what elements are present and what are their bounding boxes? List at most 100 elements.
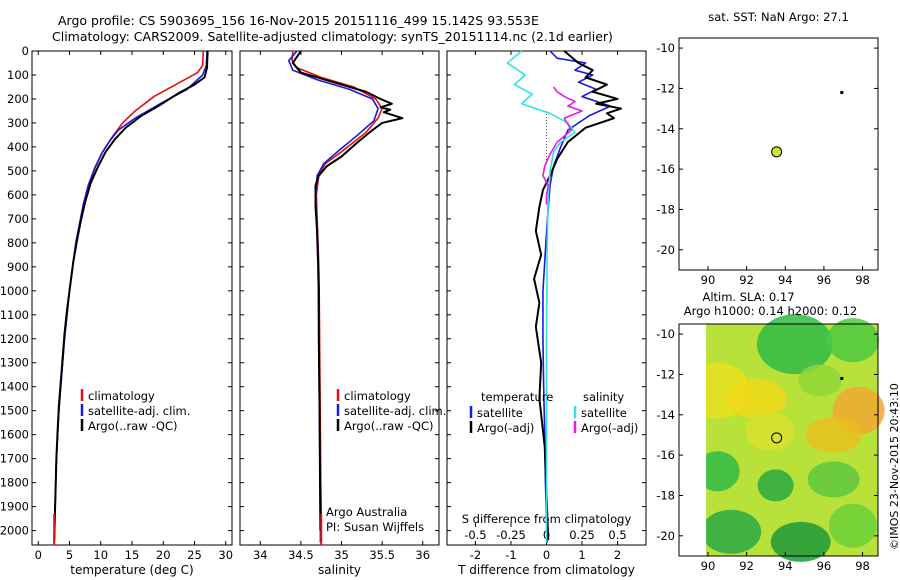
s-tick-label: -0.25 <box>496 528 526 542</box>
series-line <box>542 86 583 205</box>
salinity-panel-frame <box>239 50 440 546</box>
sst-map-title: sat. SST: NaN Argo: 27.1 <box>708 10 849 24</box>
y-tick-label: -14 <box>656 122 675 136</box>
x-tick-label: 35.5 <box>369 548 395 562</box>
y-tick-label: -20 <box>656 529 675 543</box>
pi-annotation: PI: Susan Wijffels <box>326 520 424 534</box>
depth-tick-label: 500 <box>7 164 29 178</box>
depth-tick-label: 900 <box>7 260 29 274</box>
depth-tick-label: 300 <box>7 116 29 130</box>
x-tick-label: 15 <box>125 548 140 562</box>
sla-patch <box>828 503 877 548</box>
sla-patch <box>757 469 794 502</box>
depth-tick-label: 2000 <box>0 524 29 538</box>
x-axis-label: salinity <box>318 563 361 577</box>
depth-tick-label: 1900 <box>0 500 29 514</box>
legend-label: satellite-adj. clim. <box>344 404 446 418</box>
y-tick-label: -14 <box>656 408 675 422</box>
sla-patch <box>805 416 862 453</box>
y-tick-label: -10 <box>656 41 675 55</box>
sla-patch <box>726 378 787 419</box>
x-tick-label: 25 <box>187 548 202 562</box>
sla-map-title-2: Argo h1000: 0.14 h2000: 0.12 <box>684 304 857 318</box>
legend-label: climatology <box>88 389 155 403</box>
y-tick-label: -16 <box>656 162 675 176</box>
x-tick-label: 94 <box>778 273 793 287</box>
temperature-panel-frame <box>31 50 233 546</box>
x-tick-label: 36 <box>415 548 430 562</box>
series-line <box>506 50 576 543</box>
x-tick-label: 1 <box>578 548 585 562</box>
x-tick-label: -1 <box>505 548 516 562</box>
y-tick-label: -16 <box>656 448 675 462</box>
depth-tick-label: 1200 <box>0 332 29 346</box>
series-line <box>53 50 209 541</box>
sla-patch <box>798 364 843 397</box>
series-line <box>533 50 623 541</box>
legend-label: Argo(..raw -QC) <box>344 419 434 433</box>
depth-tick-label: 1600 <box>0 428 29 442</box>
x-tick-label: 98 <box>855 559 870 573</box>
sla-map: 90 92 94 96 98 -10 -12 -14 -16 -18 -20 Altim. SLA: … <box>656 290 885 573</box>
x-tick-label: 94 <box>778 559 793 573</box>
depth-tick-label: 1700 <box>0 452 29 466</box>
legend-label: satellite <box>581 406 627 420</box>
sla-patch <box>770 521 831 562</box>
previous-position-marker <box>840 376 844 380</box>
y-tick-label: -12 <box>656 367 675 381</box>
x-axis-label: T difference from climatology <box>457 563 635 577</box>
sla-patch <box>756 314 833 375</box>
x-tick-label: 90 <box>701 559 716 573</box>
x-tick-label: 10 <box>93 548 108 562</box>
x-tick-label: 0 <box>543 548 550 562</box>
credit-annotation: Argo Australia <box>326 505 407 519</box>
x-tick-label: 34 <box>253 548 268 562</box>
depth-tick-label: 200 <box>7 92 29 106</box>
s-tick-label: -0.5 <box>464 528 486 542</box>
legend-label: climatology <box>344 389 411 403</box>
sla-patch <box>695 451 740 492</box>
sst-map: 90 92 94 96 98 -10 -12 -14 -16 -18 -20 sat. SST: Na… <box>656 10 879 287</box>
legend-title-salinity: salinity <box>583 390 624 404</box>
depth-tick-label: 1000 <box>0 284 29 298</box>
sla-map-title-1: Altim. SLA: 0.17 <box>702 290 794 304</box>
header-line-1: Argo profile: CS 5903695_156 16-Nov-2015… <box>58 13 539 28</box>
x-tick-label: 35 <box>334 548 349 562</box>
depth-tick-label: 700 <box>7 212 29 226</box>
depth-tick-label: 100 <box>7 68 29 82</box>
legend-label: satellite-adj. clim. <box>88 404 190 418</box>
depth-tick-label: 800 <box>7 236 29 250</box>
sla-nodata <box>679 324 707 556</box>
sla-map-frame <box>678 323 879 557</box>
legend-title-temperature: temperature <box>481 390 553 404</box>
y-tick-label: -20 <box>656 243 675 257</box>
depth-tick-label: 0 <box>22 44 29 58</box>
depth-tick-label: 1400 <box>0 380 29 394</box>
depth-tick-label: 1300 <box>0 356 29 370</box>
x-tick-label: 96 <box>817 559 832 573</box>
x-axis-label: temperature (deg C) <box>70 563 193 577</box>
legend-label: Argo(-adj) <box>477 421 534 435</box>
previous-position-marker <box>840 90 844 94</box>
x-tick-label: 0 <box>35 548 42 562</box>
sla-patch <box>807 461 860 498</box>
x-tick-label: 90 <box>701 273 716 287</box>
sla-patch <box>745 410 794 451</box>
sla-patch <box>701 509 762 554</box>
depth-tick-label: 1800 <box>0 476 29 490</box>
y-tick-label: -18 <box>656 202 675 216</box>
depth-tick-label: 400 <box>7 140 29 154</box>
argo-position-marker <box>771 432 783 444</box>
x-tick-label: 2 <box>614 548 621 562</box>
sst-map-frame <box>678 37 879 271</box>
x-tick-label: 92 <box>739 273 754 287</box>
temperature-panel: 0100200300400500600700800900100011001200… <box>0 44 233 577</box>
series-line <box>291 50 404 531</box>
difference-panel: -2 -1 0 1 2-0.5 -0.25 0 0.25 0.5S difference fro… <box>446 50 647 577</box>
header-line-2: Climatology: CARS2009. Satellite-adjuste… <box>52 29 613 44</box>
legend-label: satellite <box>477 406 523 420</box>
x-tick-label: 98 <box>855 273 870 287</box>
credit-text: ©IMOS 23-Nov-2015 20:43:10 <box>888 383 900 550</box>
sla-patch <box>826 318 879 363</box>
